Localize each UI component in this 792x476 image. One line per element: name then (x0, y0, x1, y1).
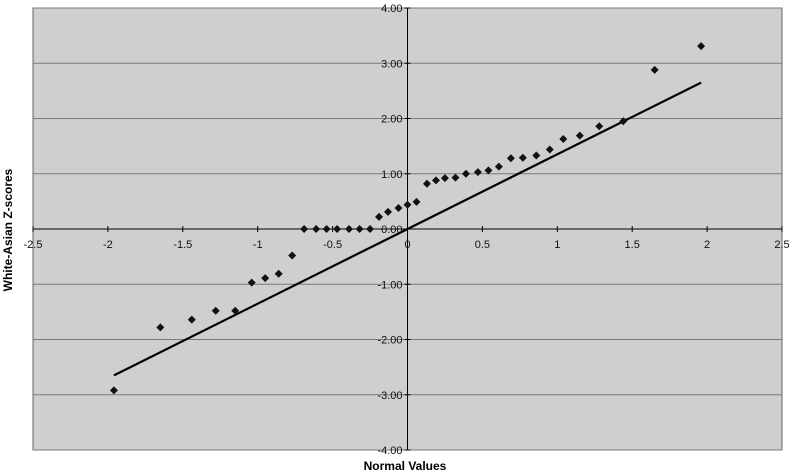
reference-line-layer (113, 81, 702, 377)
data-point-35 (595, 122, 604, 131)
data-point-10 (312, 225, 321, 233)
x-tick-label: 2 (704, 239, 710, 251)
data-point-29 (506, 154, 515, 163)
data-point-17 (384, 207, 393, 216)
data-point-6 (261, 274, 270, 283)
data-point-28 (494, 162, 503, 171)
data-point-14 (355, 225, 364, 233)
data-point-21 (422, 179, 431, 188)
data-point-24 (451, 173, 460, 182)
data-point-33 (559, 134, 568, 143)
y-tick-label: 3.00 (381, 58, 402, 70)
data-point-7 (274, 269, 283, 278)
data-point-8 (288, 251, 297, 260)
data-point-12 (333, 225, 342, 233)
data-point-30 (518, 153, 527, 162)
x-tick-label: -1.5 (173, 239, 192, 251)
data-point-0 (109, 386, 118, 395)
x-tick-label: 0 (404, 239, 410, 251)
x-tick-label: 1.5 (625, 239, 640, 251)
x-tick-label: 2.5 (774, 239, 789, 251)
data-point-13 (345, 225, 354, 233)
data-point-25 (461, 169, 470, 178)
y-axis-title: White-Asian Z-scores (1, 168, 15, 291)
data-point-22 (431, 176, 440, 185)
tick-labels: -2.5 -2 -1.5 -1 -0.5 0 0.5 1 1.5 2 2.5 4.00 3.00 2.00… (24, 3, 790, 457)
y-tick-label: 2.00 (381, 114, 402, 126)
x-axis-title: Normal Values (364, 459, 447, 473)
data-point-20 (412, 197, 421, 206)
x-tick-label: -2 (103, 239, 113, 251)
x-tick-label: 0.5 (475, 239, 490, 251)
data-point-2 (187, 315, 196, 324)
x-tick-label: 1 (554, 239, 560, 251)
y-tick-label: -3.00 (377, 390, 402, 402)
y-tick-label: -2.00 (377, 335, 402, 347)
x-tick-label: -2.5 (24, 239, 43, 251)
data-point-16 (375, 212, 384, 221)
data-point-1 (156, 323, 165, 332)
data-point-23 (440, 174, 449, 183)
data-point-4 (231, 306, 240, 315)
y-tick-label: 0.00 (381, 224, 402, 236)
data-point-5 (247, 278, 256, 287)
data-point-11 (322, 225, 331, 233)
data-point-15 (366, 225, 375, 233)
data-point-27 (484, 166, 493, 175)
data-point-26 (473, 168, 482, 177)
reference-line (113, 81, 702, 377)
data-point-38 (697, 42, 706, 51)
data-point-31 (532, 151, 541, 160)
data-point-3 (211, 306, 220, 315)
data-point-19 (403, 200, 412, 209)
data-point-18 (394, 204, 403, 213)
y-tick-label: -1.00 (377, 279, 402, 291)
data-point-34 (575, 131, 584, 140)
data-point-32 (545, 145, 554, 154)
y-tick-label: 4.00 (381, 3, 402, 15)
y-tick-label: -4.00 (377, 445, 402, 457)
data-point-36 (619, 117, 628, 126)
y-tick-label: 1.00 (381, 169, 402, 181)
data-point-37 (650, 65, 659, 74)
x-tick-label: -1 (253, 239, 263, 251)
x-tick-label: -0.5 (323, 239, 342, 251)
data-points (109, 42, 706, 395)
data-point-9 (300, 225, 309, 233)
